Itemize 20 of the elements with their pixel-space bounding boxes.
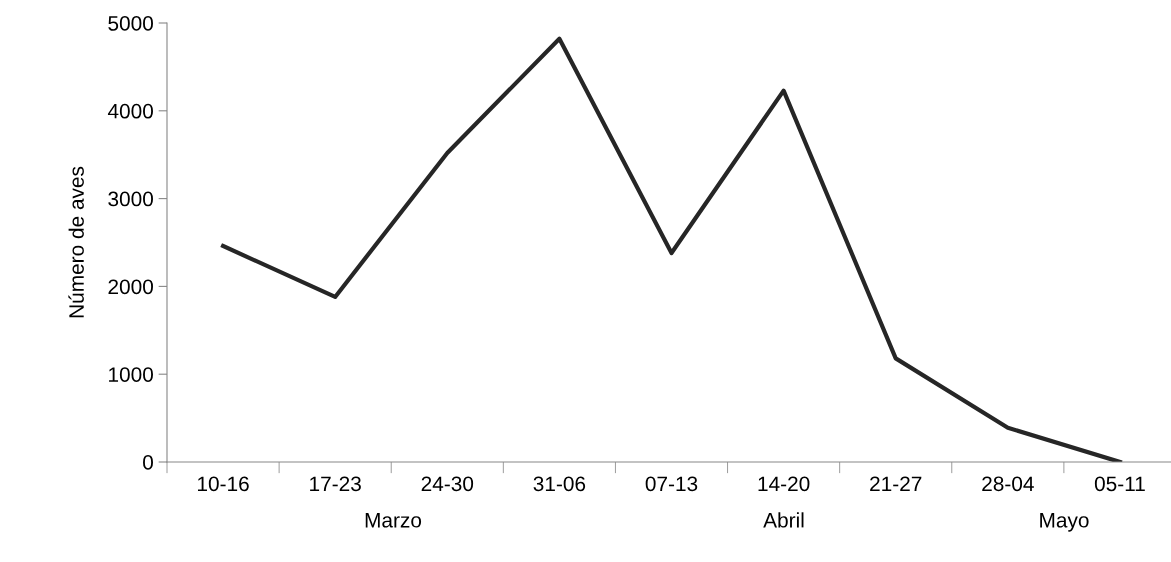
y-tick-label: 0 (143, 455, 153, 470)
text: Abril (763, 512, 804, 528)
x-tick-label: 28-04 (982, 476, 1034, 492)
x-tick-label: 24-30 (421, 476, 474, 492)
x-tick-label: 31-06 (533, 476, 586, 492)
x-tick-label: 10-16 (198, 476, 249, 492)
y-axis-title: Número de aves (68, 166, 84, 318)
text: Marzo (365, 513, 422, 528)
x-tick-label: 07-13 (645, 476, 698, 492)
y-tick-label: 4000 (107, 103, 153, 119)
x-tick-label: 05-11 (1094, 476, 1145, 492)
y-tick-label: 3000 (108, 191, 153, 207)
y-tick-label: 1000 (109, 367, 153, 382)
text: Mayo (1040, 513, 1089, 532)
y-tick-label: 2000 (108, 279, 153, 295)
line-series (220, 36, 1123, 462)
y-tick-label: 5000 (108, 16, 153, 31)
x-tick-label: 14-20 (758, 476, 810, 492)
x-tick-label: 17-23 (310, 476, 361, 492)
x-tick-label: 21-27 (870, 476, 922, 491)
